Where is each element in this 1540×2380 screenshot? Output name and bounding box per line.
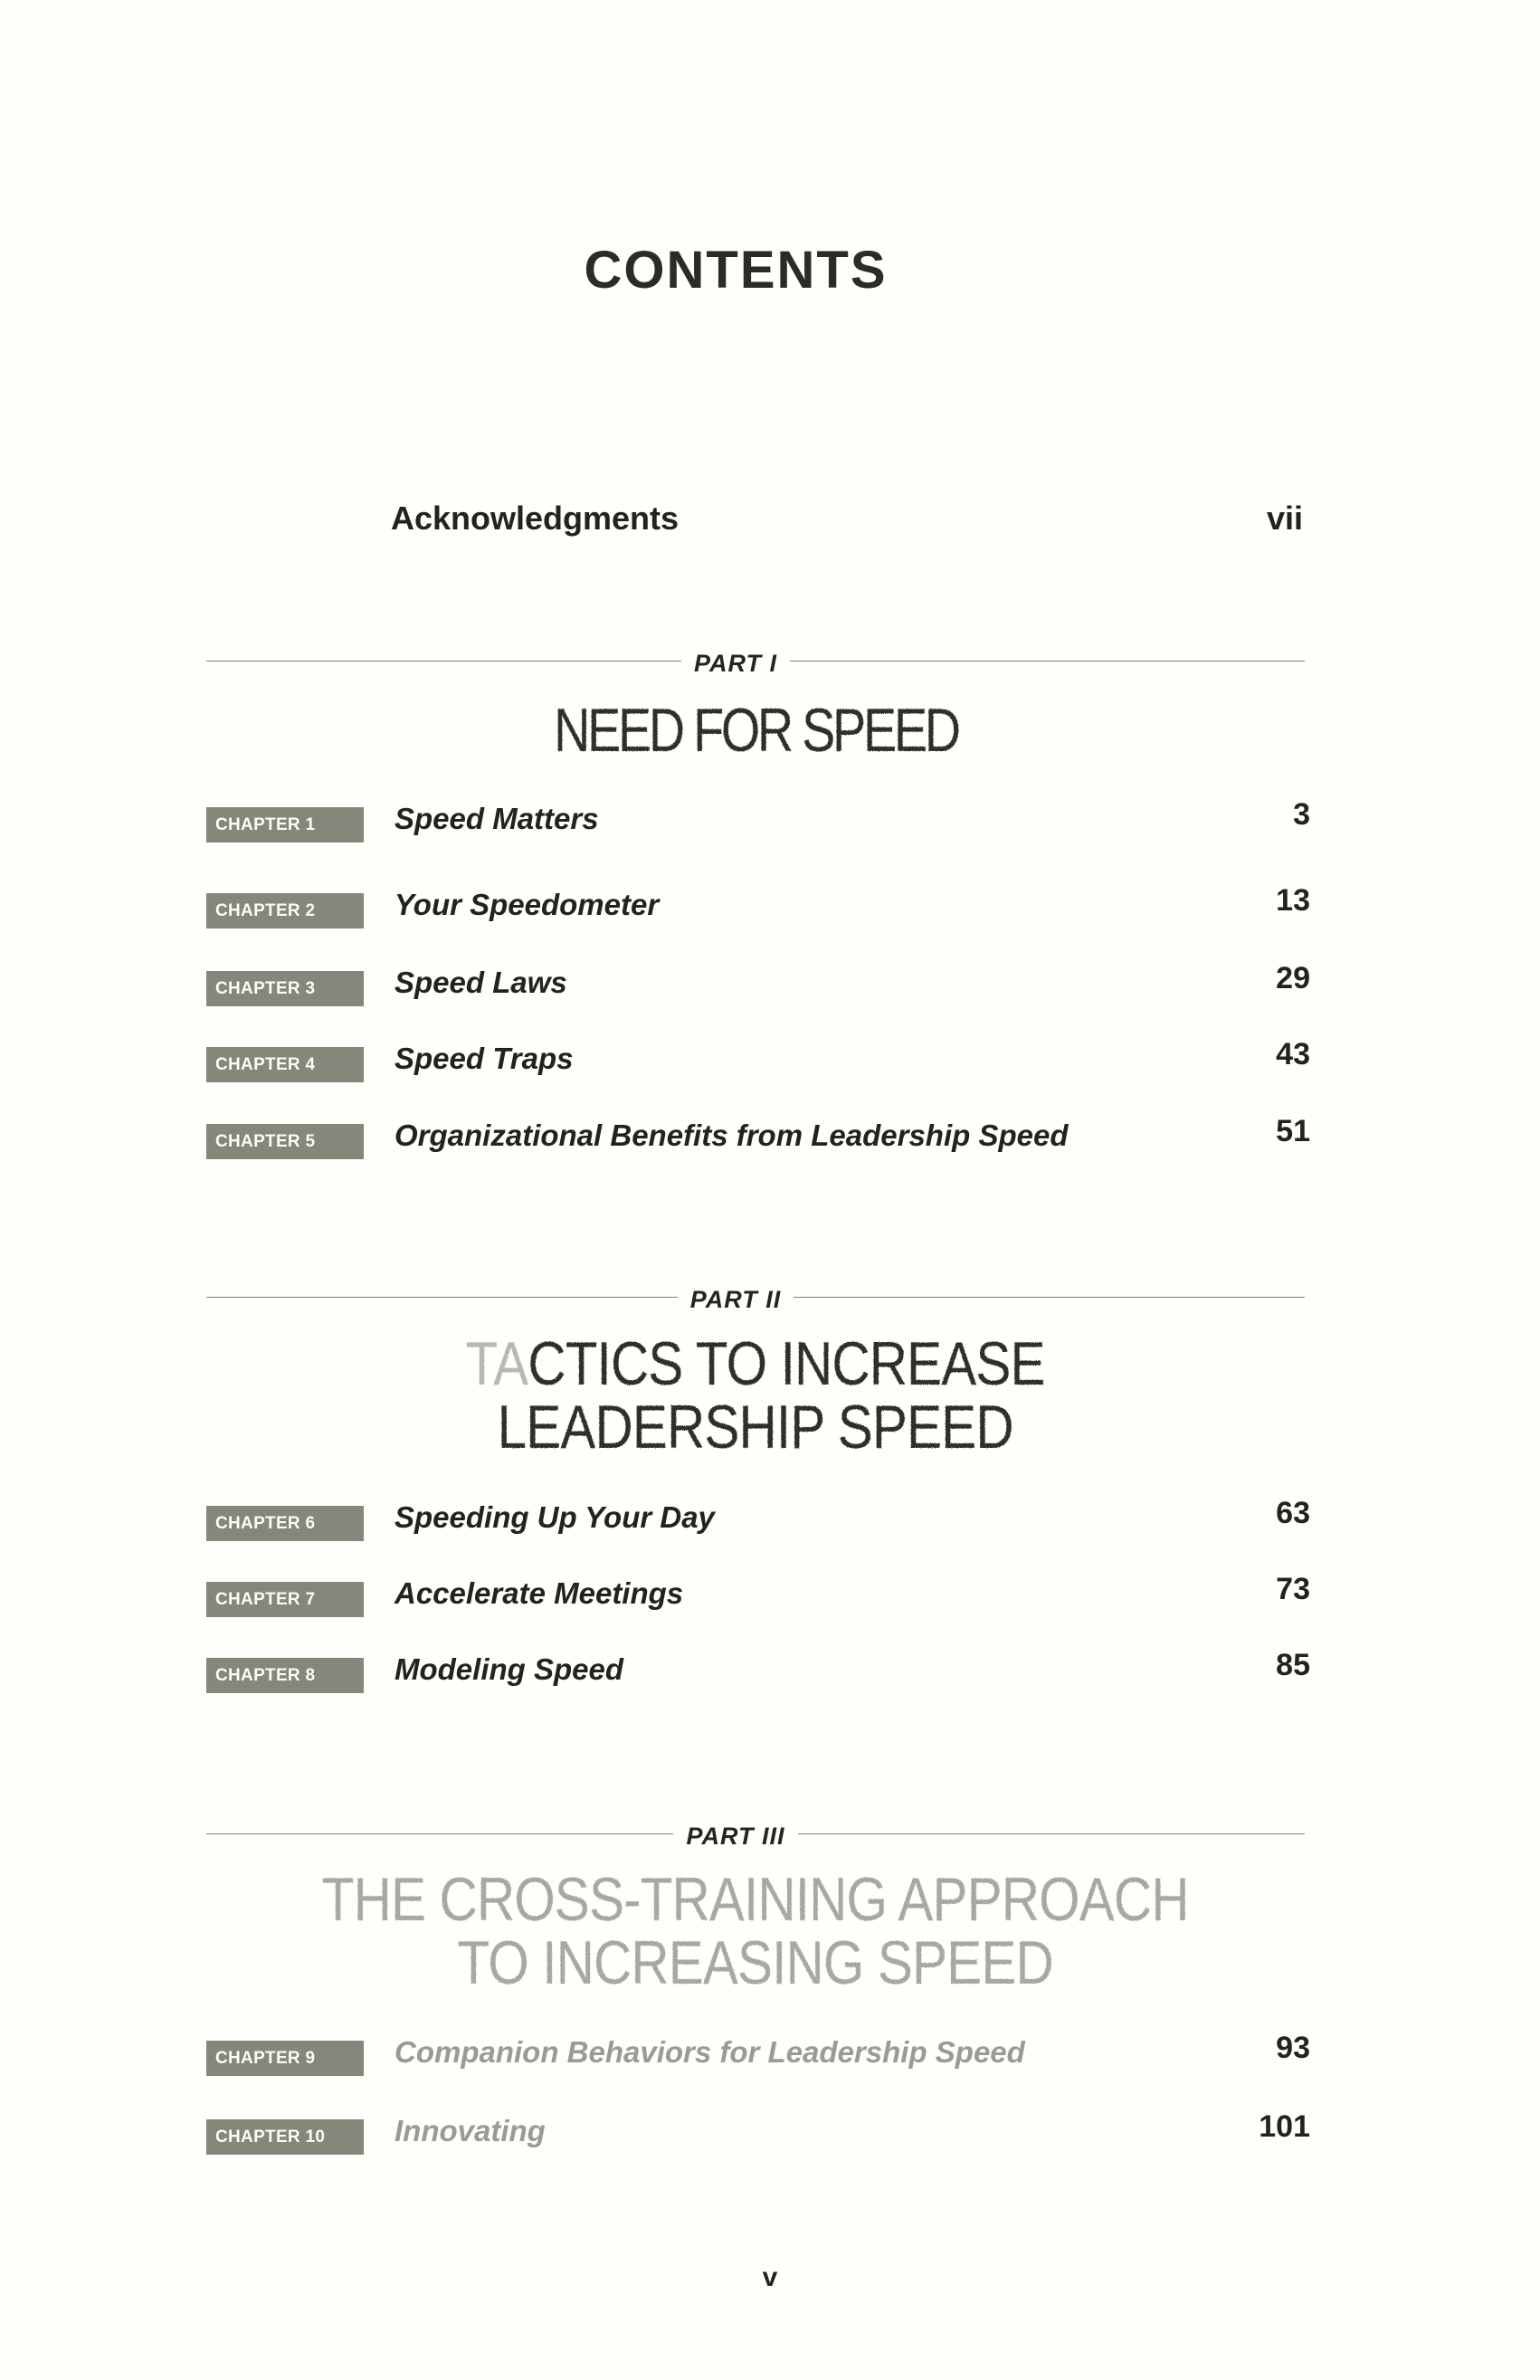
svg-text:TACTICS TO INCREASE: TACTICS TO INCREASE	[466, 1338, 1045, 1398]
svg-text:THE CROSS-TRAINING APPROACH: THE CROSS-TRAINING APPROACH	[322, 1873, 1189, 1934]
svg-text:TO INCREASING SPEED: TO INCREASING SPEED	[457, 1929, 1052, 1997]
svg-text:NEED FOR SPEED: NEED FOR SPEED	[554, 704, 958, 765]
svg-text:LEADERSHIP SPEED: LEADERSHIP SPEED	[498, 1394, 1013, 1461]
